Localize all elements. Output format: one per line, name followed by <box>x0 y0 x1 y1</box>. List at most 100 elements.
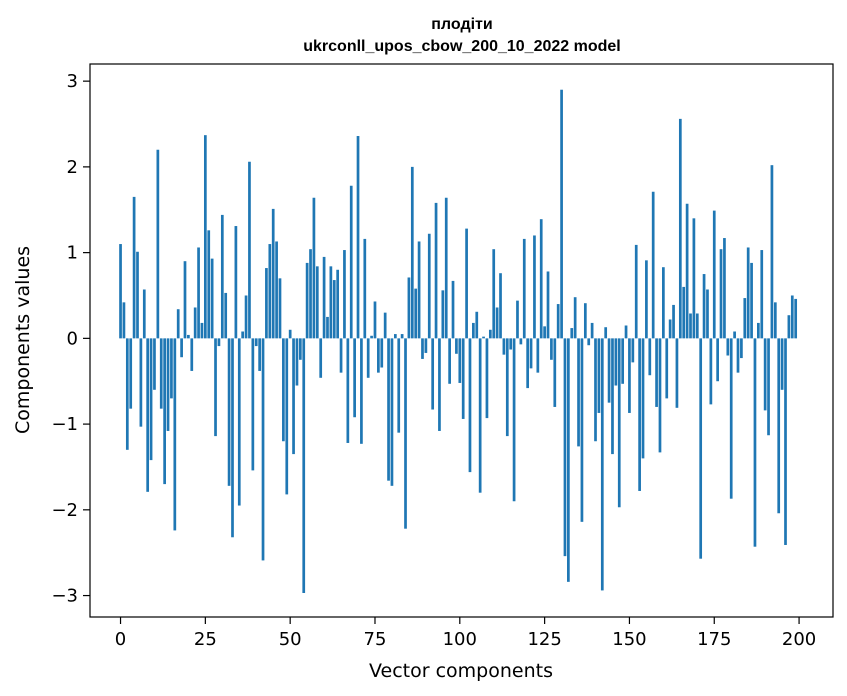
bar-61 <box>326 316 329 339</box>
bar-27 <box>210 258 214 339</box>
bar-114 <box>505 338 509 437</box>
bar-154 <box>641 338 645 459</box>
bar-156 <box>648 338 652 376</box>
bar-108 <box>485 338 489 419</box>
bar-88 <box>417 241 421 339</box>
bar-94 <box>438 338 441 431</box>
x-tick-label: 175 <box>697 629 731 650</box>
bar-62 <box>329 266 333 339</box>
bar-32 <box>227 338 231 486</box>
bar-155 <box>645 260 648 339</box>
bar-33 <box>231 338 234 538</box>
bar-157 <box>651 191 655 339</box>
bar-113 <box>502 338 506 355</box>
bar-13 <box>163 338 166 485</box>
bar-151 <box>631 338 635 363</box>
bar-165 <box>678 118 682 339</box>
bar-147 <box>617 338 621 508</box>
y-axis-label: Components values <box>12 246 34 434</box>
bar-141 <box>597 338 601 413</box>
bar-10 <box>153 338 156 390</box>
bar-100 <box>458 338 462 383</box>
bar-91 <box>427 233 431 339</box>
bar-51 <box>292 338 295 455</box>
bar-152 <box>634 244 638 339</box>
bar-93 <box>434 202 438 339</box>
bar-78 <box>383 312 387 339</box>
bar-69 <box>353 338 356 418</box>
bar-90 <box>424 338 428 353</box>
bar-64 <box>336 269 340 339</box>
bar-40 <box>254 338 258 347</box>
bar-25 <box>203 135 207 339</box>
x-tick-label: 100 <box>443 629 477 650</box>
bar-4 <box>132 196 136 339</box>
chart-title: плодіти <box>431 16 492 33</box>
bar-63 <box>332 280 336 339</box>
bar-22 <box>193 307 197 339</box>
bar-158 <box>655 338 658 407</box>
bar-39 <box>251 338 255 471</box>
bar-119 <box>522 238 526 339</box>
bar-134 <box>573 297 577 339</box>
bar-193 <box>773 302 777 339</box>
bar-184 <box>743 298 747 339</box>
y-tick-label: −1 <box>51 414 78 435</box>
bar-11 <box>156 149 160 339</box>
bar-28 <box>214 338 217 437</box>
bar-35 <box>237 338 241 506</box>
bar-42 <box>261 338 265 561</box>
bar-199 <box>794 298 798 339</box>
bar-146 <box>614 338 618 386</box>
bar-38 <box>248 161 251 339</box>
bar-55 <box>305 262 309 339</box>
bar-111 <box>495 307 499 339</box>
bar-194 <box>777 338 781 514</box>
bar-23 <box>197 247 200 339</box>
bar-60 <box>322 256 326 339</box>
x-axis-label: Vector components <box>369 660 553 682</box>
bar-125 <box>543 326 546 339</box>
bar-175 <box>712 210 716 339</box>
bar-124 <box>539 219 543 339</box>
bar-30 <box>220 214 224 339</box>
bar-9 <box>149 338 153 461</box>
y-axis-ticks: −3 −2 −1 0 1 2 3 <box>51 71 90 607</box>
bar-118 <box>519 338 523 345</box>
bar-70 <box>356 136 360 339</box>
bar-59 <box>319 338 323 378</box>
bar-112 <box>499 273 502 339</box>
bar-132 <box>567 338 570 582</box>
bar-52 <box>295 338 299 386</box>
bar-82 <box>397 338 401 433</box>
bar-131 <box>563 338 567 557</box>
chart-subtitle: ukrconll_upos_cbow_200_10_2022 model <box>303 38 620 55</box>
bar-44 <box>268 244 272 339</box>
bar-117 <box>516 300 519 339</box>
bar-191 <box>767 338 770 436</box>
bar-120 <box>526 338 530 389</box>
y-tick-label: −3 <box>51 586 78 607</box>
bar-109 <box>488 329 492 339</box>
bar-24 <box>200 322 204 339</box>
bar-129 <box>556 304 560 339</box>
bar-26 <box>207 230 211 339</box>
bar-76 <box>377 338 380 373</box>
bar-19 <box>183 261 187 339</box>
bar-192 <box>770 165 774 339</box>
bar-135 <box>577 338 580 447</box>
bar-14 <box>166 338 170 431</box>
bar-195 <box>780 338 784 390</box>
bar-86 <box>410 166 414 339</box>
bar-89 <box>421 338 424 359</box>
bar-122 <box>533 235 536 339</box>
y-tick-label: 3 <box>67 71 78 92</box>
bar-103 <box>468 338 472 473</box>
bar-74 <box>370 335 373 339</box>
bar-34 <box>234 226 238 339</box>
bar-148 <box>621 338 625 384</box>
bar-105 <box>475 311 479 339</box>
x-tick-label: 0 <box>115 629 126 650</box>
bar-1 <box>122 302 126 339</box>
